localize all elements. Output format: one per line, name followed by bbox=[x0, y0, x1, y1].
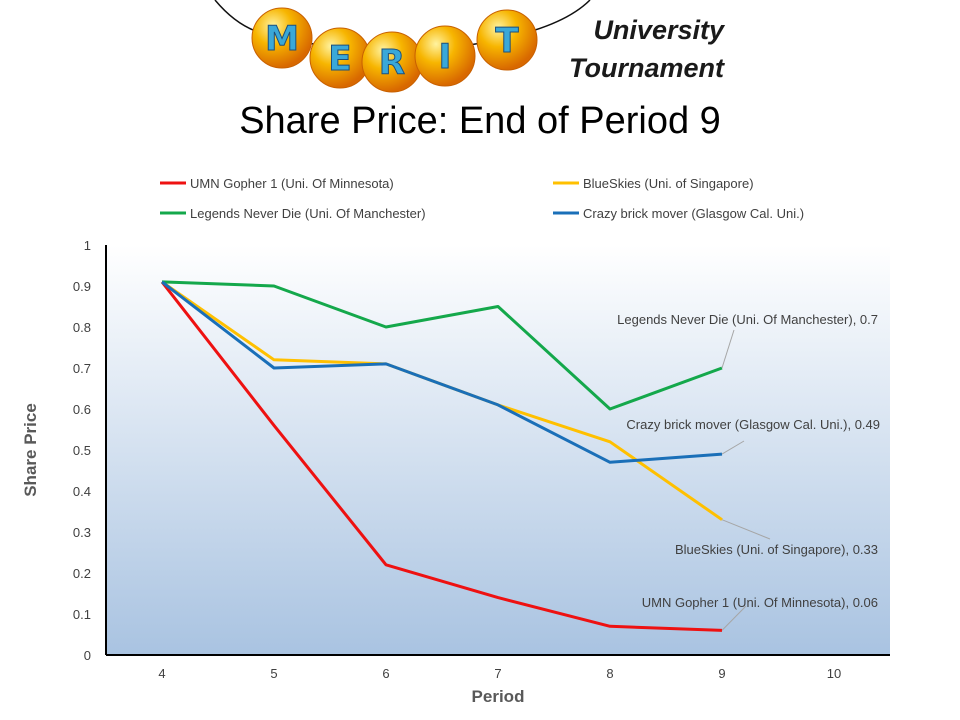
y-tick-label: 0.2 bbox=[73, 566, 91, 581]
callout-line bbox=[721, 440, 745, 455]
legend-entry: Legends Never Die (Uni. Of Manchester) bbox=[190, 206, 426, 221]
x-tick-label: 5 bbox=[270, 666, 277, 681]
series-line bbox=[161, 280, 723, 411]
y-tick-label: 0 bbox=[84, 648, 91, 663]
legend-entry: UMN Gopher 1 (Uni. Of Minnesota) bbox=[190, 176, 394, 191]
logo-letter: E bbox=[328, 39, 351, 79]
logo-ball bbox=[414, 25, 476, 87]
series-line bbox=[161, 280, 723, 464]
legend-entry: BlueSkies (Uni. of Singapore) bbox=[583, 176, 754, 191]
chart-title: Share Price: End of Period 9 bbox=[239, 100, 721, 142]
x-axis-label: Period bbox=[472, 687, 525, 706]
logo-letter: M bbox=[265, 19, 299, 59]
callout-line bbox=[721, 605, 747, 631]
callout-line bbox=[721, 329, 735, 369]
logo-ball bbox=[251, 7, 313, 69]
series-end-label: BlueSkies (Uni. of Singapore), 0.33 bbox=[675, 542, 878, 557]
y-tick-label: 0.5 bbox=[73, 443, 91, 458]
y-tick-labels: 0 0.1 0.2 0.3 0.4 0.5 0.6 0.7 0.8 0.9 1 bbox=[73, 238, 91, 663]
series-line bbox=[160, 280, 723, 632]
y-axis-label: Share Price bbox=[21, 403, 40, 497]
x-tick-label: 7 bbox=[494, 666, 501, 681]
y-tick-label: 0.8 bbox=[73, 320, 91, 335]
logo-ball bbox=[476, 9, 538, 71]
brand-tournament: Tournament bbox=[569, 53, 724, 83]
series-lines bbox=[160, 280, 723, 632]
y-tick-label: 0.9 bbox=[73, 279, 91, 294]
logo-letter: I bbox=[439, 37, 452, 77]
y-tick-label: 0.4 bbox=[73, 484, 91, 499]
y-tick-label: 0.6 bbox=[73, 402, 91, 417]
callout-lines bbox=[721, 329, 771, 631]
y-tick-label: 0.1 bbox=[73, 607, 91, 622]
series-end-label: UMN Gopher 1 (Uni. Of Minnesota), 0.06 bbox=[642, 595, 878, 610]
brand-university: University bbox=[593, 15, 724, 45]
x-tick-label: 9 bbox=[718, 666, 725, 681]
series-end-label: Legends Never Die (Uni. Of Manchester), … bbox=[617, 312, 878, 327]
x-tick-label: 6 bbox=[382, 666, 389, 681]
y-tick-label: 0.3 bbox=[73, 525, 91, 540]
x-tick-labels: 4 5 6 7 8 9 10 bbox=[158, 666, 841, 681]
callout-line bbox=[721, 519, 771, 540]
x-tick-label: 4 bbox=[158, 666, 165, 681]
plot-area bbox=[106, 245, 890, 655]
legend: UMN Gopher 1 (Uni. Of Minnesota) BlueSkie… bbox=[160, 176, 804, 221]
logo-letter: R bbox=[379, 43, 405, 83]
x-tick-label: 8 bbox=[606, 666, 613, 681]
logo-letter: T bbox=[495, 21, 519, 61]
end-labels: UMN Gopher 1 (Uni. Of Minnesota), 0.06 Bl… bbox=[617, 312, 880, 610]
series-end-label: Crazy brick mover (Glasgow Cal. Uni.), 0… bbox=[626, 417, 880, 432]
y-tick-label: 0.7 bbox=[73, 361, 91, 376]
x-tick-label: 10 bbox=[827, 666, 841, 681]
y-tick-label: 1 bbox=[84, 238, 91, 253]
legend-entry: Crazy brick mover (Glasgow Cal. Uni.) bbox=[583, 206, 804, 221]
